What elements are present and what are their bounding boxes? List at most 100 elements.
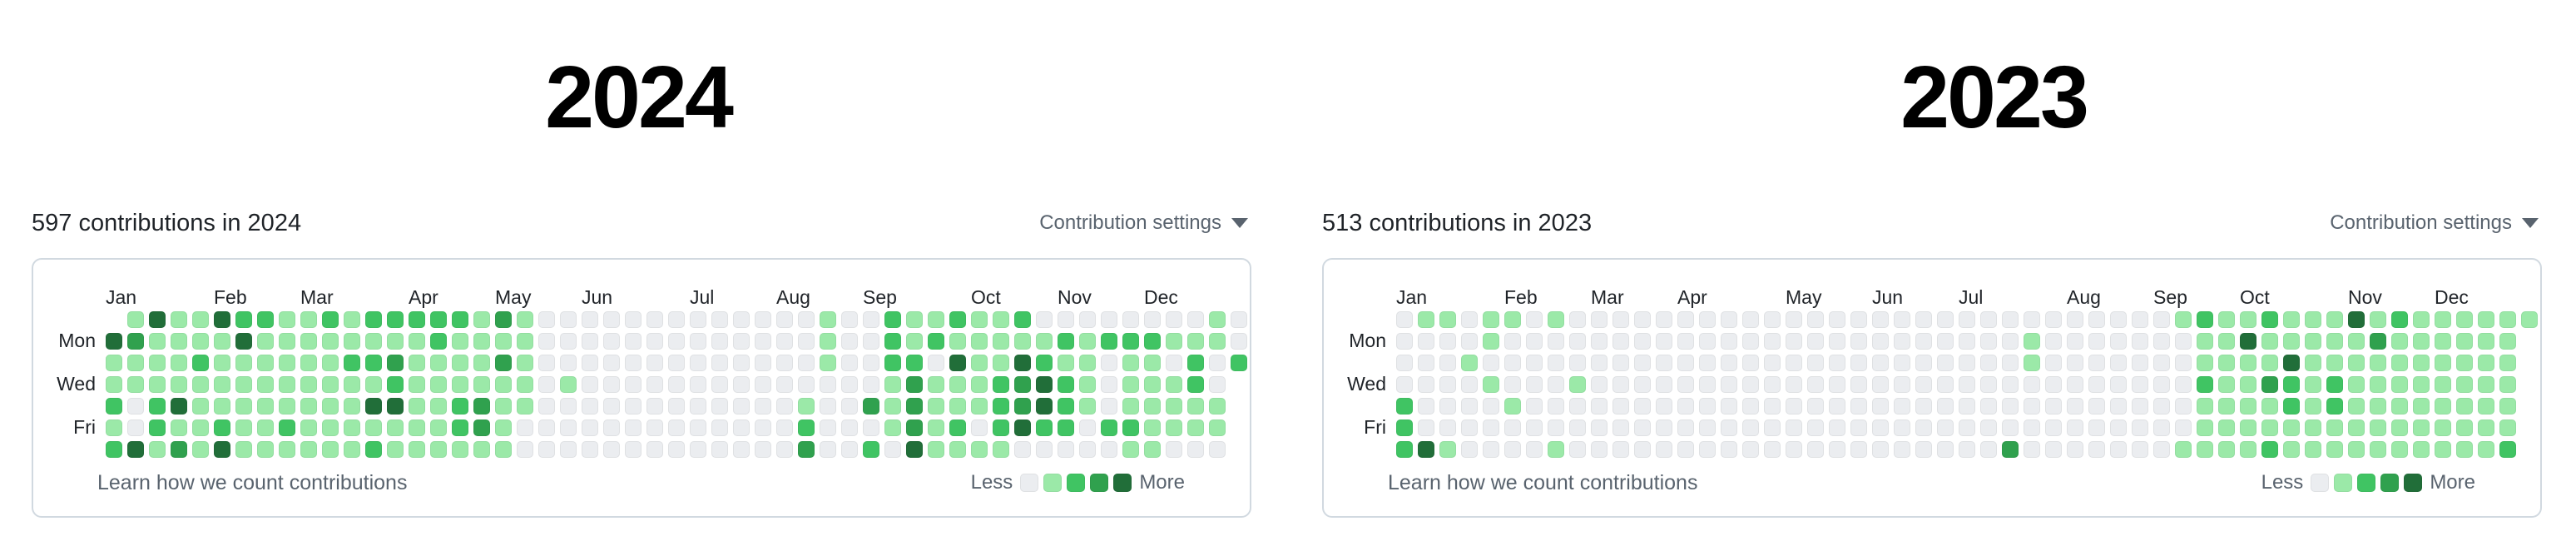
contribution-cell[interactable]: [755, 311, 771, 328]
contribution-cell[interactable]: [1742, 398, 1759, 415]
contribution-cell[interactable]: [906, 441, 923, 458]
contribution-cell[interactable]: [279, 398, 295, 415]
contribution-cell[interactable]: [2002, 441, 2019, 458]
contribution-cell[interactable]: [2305, 398, 2321, 415]
contribution-cell[interactable]: [1959, 311, 1975, 328]
contribution-cell[interactable]: [1418, 311, 1434, 328]
contribution-cell[interactable]: [582, 441, 598, 458]
contribution-cell[interactable]: [2088, 376, 2105, 393]
contribution-cell[interactable]: [2197, 311, 2213, 328]
contribution-cell[interactable]: [906, 333, 923, 350]
contribution-cell[interactable]: [2002, 333, 2019, 350]
contribution-cell[interactable]: [300, 419, 317, 436]
contribution-cell[interactable]: [2348, 419, 2365, 436]
contribution-cell[interactable]: [884, 355, 901, 371]
contribution-cell[interactable]: [1677, 311, 1694, 328]
contribution-cell[interactable]: [1122, 311, 1139, 328]
contribution-cell[interactable]: [1548, 376, 1564, 393]
contribution-cell[interactable]: [2499, 355, 2516, 371]
contribution-cell[interactable]: [798, 355, 815, 371]
contribution-cell[interactable]: [733, 441, 750, 458]
contribution-cell[interactable]: [2391, 398, 2408, 415]
contribution-cell[interactable]: [1439, 376, 1456, 393]
contribution-cell[interactable]: [2283, 441, 2300, 458]
contribution-cell[interactable]: [2456, 419, 2473, 436]
contribution-cell[interactable]: [841, 419, 858, 436]
contribution-cell[interactable]: [2153, 333, 2170, 350]
contribution-cell[interactable]: [776, 441, 793, 458]
contribution-cell[interactable]: [473, 311, 490, 328]
contribution-cell[interactable]: [1209, 355, 1226, 371]
contribution-cell[interactable]: [1656, 441, 1672, 458]
contribution-cell[interactable]: [820, 355, 836, 371]
contribution-cell[interactable]: [1677, 441, 1694, 458]
contribution-cell[interactable]: [2413, 398, 2430, 415]
contribution-cell[interactable]: [1461, 311, 1478, 328]
contribution-cell[interactable]: [214, 333, 230, 350]
contribution-cell[interactable]: [1166, 333, 1182, 350]
contribution-cell[interactable]: [755, 376, 771, 393]
contribution-cell[interactable]: [257, 376, 274, 393]
contribution-cell[interactable]: [1742, 311, 1759, 328]
contribution-cell[interactable]: [1209, 376, 1226, 393]
contribution-cell[interactable]: [2024, 355, 2040, 371]
contribution-cell[interactable]: [1634, 311, 1651, 328]
contribution-cell[interactable]: [409, 333, 425, 350]
contribution-cell[interactable]: [2110, 333, 2127, 350]
contribution-cell[interactable]: [1079, 311, 1096, 328]
contribution-cell[interactable]: [1122, 355, 1139, 371]
contribution-cell[interactable]: [192, 355, 209, 371]
contribution-cell[interactable]: [1894, 355, 1910, 371]
contribution-cell[interactable]: [1396, 355, 1413, 371]
contribution-cell[interactable]: [906, 398, 923, 415]
contribution-cell[interactable]: [1079, 333, 1096, 350]
contribution-cell[interactable]: [1418, 333, 1434, 350]
contribution-cell[interactable]: [1699, 355, 1716, 371]
contribution-cell[interactable]: [1036, 441, 1053, 458]
contribution-cell[interactable]: [2240, 333, 2256, 350]
contribution-cell[interactable]: [1569, 441, 1586, 458]
contribution-cell[interactable]: [949, 311, 966, 328]
contribution-cell[interactable]: [409, 441, 425, 458]
contribution-cell[interactable]: [192, 398, 209, 415]
contribution-cell[interactable]: [1209, 311, 1226, 328]
contribution-cell[interactable]: [1980, 419, 1997, 436]
contribution-cell[interactable]: [863, 419, 879, 436]
contribution-cell[interactable]: [279, 419, 295, 436]
contribution-cell[interactable]: [322, 311, 339, 328]
contribution-cell[interactable]: [711, 355, 728, 371]
contribution-cell[interactable]: [1612, 376, 1629, 393]
contribution-cell[interactable]: [2370, 333, 2386, 350]
contribution-cell[interactable]: [993, 311, 1009, 328]
contribution-cell[interactable]: [993, 419, 1009, 436]
contribution-cell[interactable]: [841, 355, 858, 371]
contribution-cell[interactable]: [733, 419, 750, 436]
contribution-cell[interactable]: [1872, 419, 1889, 436]
contribution-cell[interactable]: [2456, 333, 2473, 350]
contribution-cell[interactable]: [1699, 398, 1716, 415]
contribution-cell[interactable]: [1166, 398, 1182, 415]
contribution-cell[interactable]: [928, 398, 944, 415]
contribution-cell[interactable]: [2261, 419, 2278, 436]
contribution-cell[interactable]: [387, 441, 404, 458]
contribution-cell[interactable]: [1764, 311, 1781, 328]
contribution-cell[interactable]: [1014, 333, 1031, 350]
contribution-cell[interactable]: [949, 441, 966, 458]
contribution-cell[interactable]: [1721, 398, 1737, 415]
contribution-cell[interactable]: [149, 333, 166, 350]
contribution-cell[interactable]: [1807, 441, 1824, 458]
contribution-cell[interactable]: [1526, 333, 1543, 350]
contribution-cell[interactable]: [387, 419, 404, 436]
contribution-cell[interactable]: [2283, 398, 2300, 415]
contribution-cell[interactable]: [2197, 398, 2213, 415]
contribution-cell[interactable]: [603, 311, 620, 328]
contribution-cell[interactable]: [582, 333, 598, 350]
contribution-cell[interactable]: [2348, 398, 2365, 415]
contribution-cell[interactable]: [711, 333, 728, 350]
contribution-cell[interactable]: [1807, 333, 1824, 350]
contribution-cell[interactable]: [127, 376, 144, 393]
contribution-cell[interactable]: [2067, 311, 2083, 328]
contribution-cell[interactable]: [2413, 419, 2430, 436]
contribution-cell[interactable]: [1894, 398, 1910, 415]
contribution-cell[interactable]: [257, 333, 274, 350]
